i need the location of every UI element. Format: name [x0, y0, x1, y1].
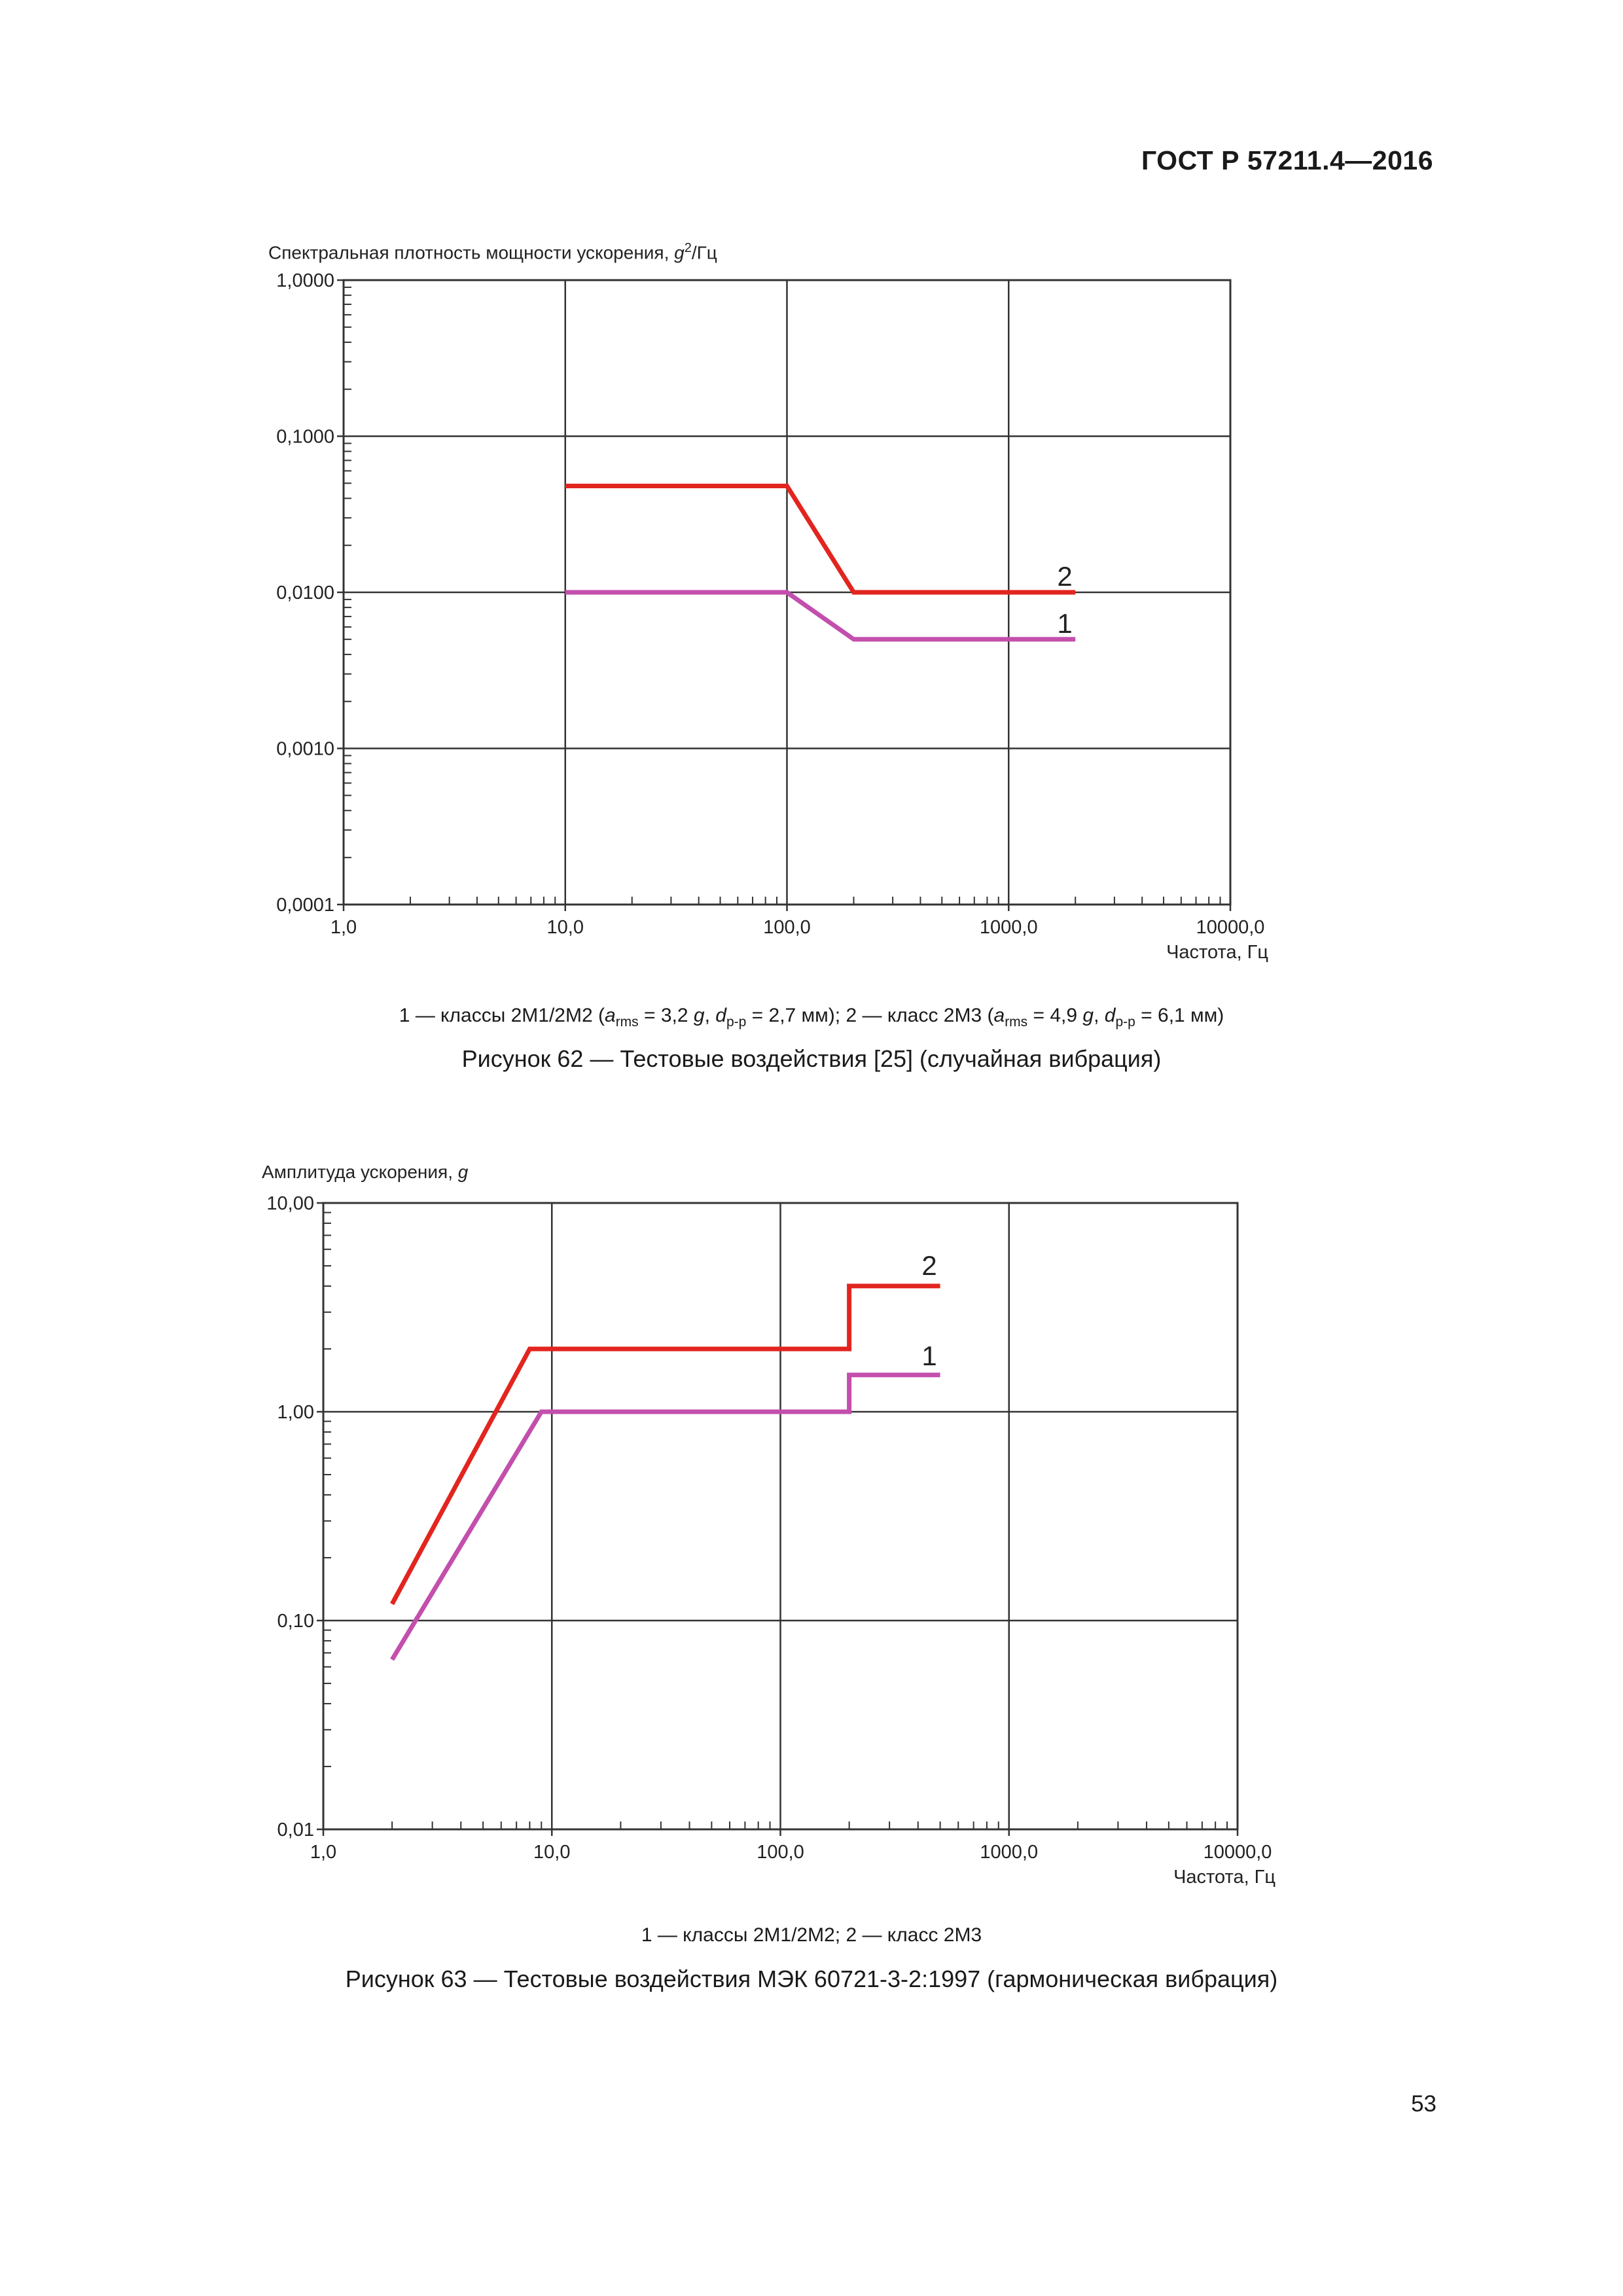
- legend62-text-6: ,: [1094, 1005, 1105, 1026]
- chart1-y-tick-label: 1,0000: [276, 270, 334, 291]
- chart1-x-tick-label: 1,0: [330, 917, 357, 938]
- chart1-series-2-line: [565, 484, 1076, 595]
- legend62-a-var: a: [605, 1005, 616, 1026]
- chart2-y-tick-label: 0,01: [277, 1820, 314, 1840]
- chart2-x-tick-label: 1000,0: [980, 1842, 1038, 1863]
- chart1-x-tick-label: 10000,0: [1196, 917, 1265, 938]
- figure62-legend: 1 — классы 2М1/2М2 (arms = 3,2 g, dp-p =…: [0, 1005, 1623, 1030]
- chart1-y-tick-label: 0,0010: [276, 739, 334, 760]
- chart1-y-tick-label: 0,1000: [276, 427, 334, 448]
- legend62-a-sub-2: rms: [1005, 1014, 1028, 1030]
- chart2-x-tick-label: 10,0: [533, 1842, 570, 1863]
- legend62-text-5: = 4,9: [1027, 1005, 1083, 1026]
- legend62-d-sub-2: p-p: [1115, 1014, 1135, 1030]
- legend62-text-1: 1 — классы 2М1/2М2 (: [399, 1005, 605, 1026]
- chart2-y-label-main: Амплитуда ускорения,: [262, 1162, 458, 1182]
- legend62-a-sub: rms: [615, 1014, 639, 1030]
- chart1-x-tick-label: 10,0: [547, 917, 584, 938]
- chart2-y-axis-label: Амплитуда ускорения, g: [262, 1162, 468, 1183]
- legend62-d-sub: p-p: [726, 1014, 747, 1030]
- document-header: ГОСТ Р 57211.4—2016: [1141, 145, 1433, 175]
- chart1-y-label-var: g: [674, 242, 685, 263]
- legend62-text-3: ,: [704, 1005, 716, 1026]
- page-number: 53: [1411, 2091, 1436, 2117]
- chart1-series-2-label: 2: [1057, 561, 1072, 592]
- chart1-x-tick-label: 1000,0: [980, 917, 1038, 938]
- chart2-series-1-label: 1: [921, 1340, 936, 1371]
- legend62-g-var-2: g: [1082, 1005, 1094, 1026]
- chart1-x-tick-label: 100,0: [763, 917, 811, 938]
- figure63-legend: 1 — классы 2М1/2М2; 2 — класс 2М3: [641, 1924, 982, 1946]
- chart1-y-tick-label: 0,0100: [276, 583, 334, 603]
- legend62-text-7: = 6,1 мм): [1135, 1005, 1224, 1026]
- chart2-x-tick-label: 100,0: [757, 1842, 804, 1863]
- chart1-x-axis-label: Частота, Гц: [1166, 942, 1268, 963]
- chart1-series-1-label: 1: [1057, 608, 1072, 639]
- chart2-y-tick-label: 1,00: [277, 1402, 314, 1423]
- legend62-a-var-2: a: [993, 1005, 1005, 1026]
- chart1-series-1-line: [565, 590, 1076, 642]
- chart1-y-label-main: Спектральная плотность мощности ускорени…: [268, 242, 675, 263]
- legend62-text-4: = 2,7 мм); 2 — класс 2М3 (: [746, 1005, 994, 1026]
- legend62-d-var: d: [715, 1005, 726, 1026]
- chart1-y-label-sup: 2: [684, 241, 692, 255]
- chart2-series-1-line: [390, 1372, 940, 1661]
- legend62-d-var-2: d: [1104, 1005, 1116, 1026]
- chart2-series-2-line: [390, 1283, 940, 1605]
- chart2-x-tick-label: 10000,0: [1204, 1842, 1272, 1863]
- figure63-caption: Рисунок 63 — Тестовые воздействия МЭК 60…: [345, 1965, 1278, 1992]
- chart2-y-label-var: g: [457, 1162, 469, 1182]
- chart1-y-tick-label: 0,0001: [276, 895, 334, 916]
- chart2-y-tick-label: 10,00: [266, 1193, 314, 1214]
- legend62-text-2: = 3,2: [638, 1005, 694, 1026]
- chart2-series-2-label: 2: [921, 1250, 936, 1281]
- chart2-x-axis-label: Частота, Гц: [1173, 1867, 1275, 1888]
- chart1-y-label-unit: /Гц: [691, 242, 717, 263]
- chart2-y-tick-label: 0,10: [277, 1611, 314, 1632]
- chart1-y-axis-label: Спектральная плотность мощности ускорени…: [268, 241, 717, 263]
- legend62-g-var: g: [693, 1005, 705, 1026]
- chart2-x-tick-label: 1,0: [310, 1842, 336, 1863]
- figure62-caption: Рисунок 62 — Тестовые воздействия [25] (…: [461, 1045, 1162, 1072]
